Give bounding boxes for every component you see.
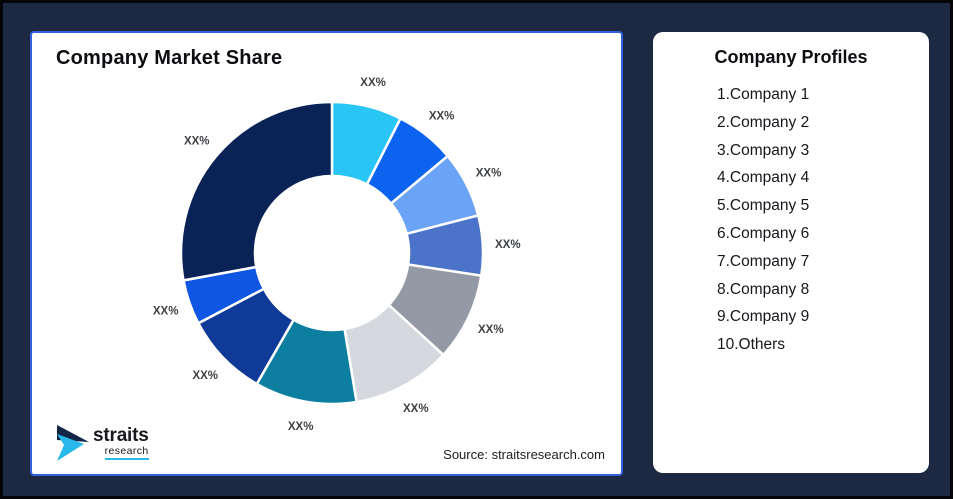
logo-text: straits research bbox=[93, 426, 149, 461]
segment-label-5: XX% bbox=[478, 324, 504, 336]
logo-brand-subname: research bbox=[104, 445, 149, 461]
company-list-item: 9.Company 9 bbox=[717, 308, 810, 326]
source-attribution: Source: straitsresearch.com bbox=[443, 447, 605, 462]
segment-label-3: XX% bbox=[476, 168, 502, 180]
company-list-item: 8.Company 8 bbox=[717, 280, 810, 298]
logo-arrow-cyan bbox=[57, 434, 84, 461]
segment-label-7: XX% bbox=[288, 421, 314, 433]
company-list: 1.Company 1 2.Company 2 3.Company 3 4.Compa… bbox=[653, 81, 929, 359]
company-list-item: 10.Others bbox=[717, 336, 786, 354]
company-list-item: 3.Company 3 bbox=[717, 141, 810, 159]
straits-research-logo: straits research bbox=[56, 424, 149, 462]
segment-label-10: XX% bbox=[184, 135, 210, 147]
company-list-item: 1.Company 1 bbox=[717, 86, 810, 103]
company-list-item: 7.Company 7 bbox=[717, 252, 810, 270]
market-share-card: Company Market Share XX% XX% XX% XX% XX% XX% X… bbox=[30, 31, 623, 476]
company-list-item: 5.Company 5 bbox=[717, 197, 810, 215]
segment-label-6: XX% bbox=[403, 403, 429, 415]
segment-label-1: XX% bbox=[360, 77, 386, 89]
chart-title: Company Market Share bbox=[56, 47, 283, 69]
segment-label-4: XX% bbox=[495, 239, 521, 251]
segment-label-2: XX% bbox=[429, 110, 455, 122]
profiles-title: Company Profiles bbox=[714, 47, 868, 67]
segment-label-9: XX% bbox=[153, 306, 179, 318]
company-list-item: 4.Company 4 bbox=[717, 169, 810, 187]
straits-logo-icon bbox=[57, 425, 89, 461]
logo-brand-name: straits bbox=[93, 424, 149, 446]
company-profiles-card: Company Profiles 1.Company 1 2.Company 2 3… bbox=[653, 32, 929, 473]
company-list-item: 2.Company 2 bbox=[717, 113, 810, 131]
segment-label-8: XX% bbox=[192, 370, 218, 382]
donut-segment-10 bbox=[179, 100, 334, 282]
company-list-item: 6.Company 6 bbox=[717, 224, 810, 242]
donut-chart: XX% XX% XX% XX% XX% XX% XX% XX% XX% XX% bbox=[153, 77, 521, 433]
